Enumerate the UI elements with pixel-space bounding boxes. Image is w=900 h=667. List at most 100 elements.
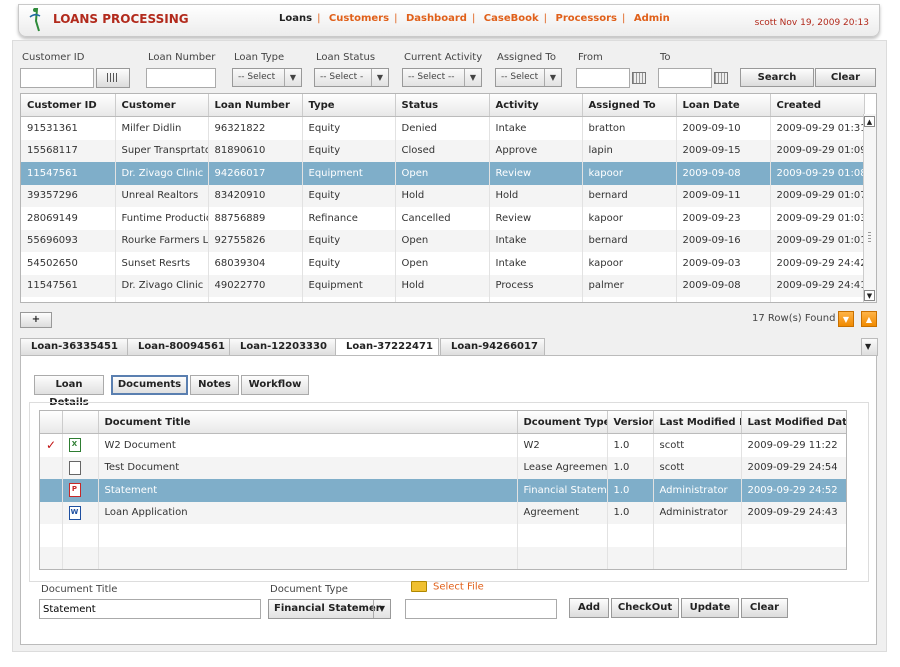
checkmark-cell[interactable] bbox=[40, 479, 63, 502]
app-title: LOANS PROCESSING bbox=[53, 12, 189, 26]
clear-document-button[interactable]: Clear bbox=[741, 598, 788, 618]
prev-page-up-icon[interactable]: ▲ bbox=[861, 311, 877, 327]
table-cell: Intake bbox=[489, 252, 583, 275]
table-row[interactable]: 15568117 Super Transprtator 81890610 Equity… bbox=[21, 139, 865, 162]
nav-processors[interactable]: Processors bbox=[555, 13, 618, 24]
column-header[interactable]: Last Modified Date bbox=[741, 411, 846, 434]
checkmark-cell[interactable]: ✓ bbox=[40, 433, 63, 457]
document-title-input[interactable] bbox=[39, 599, 261, 619]
assigned-to-label: Assigned To bbox=[497, 52, 556, 63]
loan-status-select[interactable]: -- Select - ▼ bbox=[314, 68, 389, 87]
subtab-loan-details[interactable]: Loan Details bbox=[34, 375, 104, 408]
checkmark-cell[interactable] bbox=[40, 501, 63, 524]
table-row[interactable]: 39357296 Unreal Realtors 83420910 Equity Hol… bbox=[21, 184, 865, 207]
tab-overflow-dropdown-icon[interactable]: ▼ bbox=[861, 338, 878, 356]
scroll-grip-icon[interactable] bbox=[868, 232, 871, 244]
checkout-button[interactable]: CheckOut bbox=[611, 598, 679, 618]
current-activity-label: Current Activity bbox=[404, 52, 483, 63]
from-date-input[interactable] bbox=[576, 68, 630, 88]
column-header[interactable]: Created bbox=[770, 94, 865, 117]
column-header[interactable]: Customer ID bbox=[21, 94, 116, 117]
empty-row bbox=[40, 524, 846, 547]
column-header[interactable]: Loan Date bbox=[676, 94, 771, 117]
dropdown-arrow-icon: ▼ bbox=[464, 69, 481, 86]
table-row[interactable]: 91531361 Milfer Didlin 96321822 Equity Denie… bbox=[21, 116, 865, 140]
scroll-up-icon[interactable]: ▲ bbox=[864, 116, 875, 127]
column-header[interactable]: Assigned To bbox=[582, 94, 677, 117]
scroll-down-icon[interactable]: ▼ bbox=[864, 290, 875, 301]
customer-id-label: Customer ID bbox=[22, 52, 85, 63]
table-row[interactable]: 54502650 Sunset Resrts 68039304 Equity Open I… bbox=[21, 252, 865, 275]
table-cell: 39357296 bbox=[21, 184, 116, 207]
add-loan-button[interactable]: + bbox=[20, 312, 52, 328]
table-row[interactable]: 11547561 Dr. Zivago Clinic 94266017 Equipme… bbox=[21, 162, 865, 185]
nav-loans[interactable]: Loans bbox=[279, 13, 313, 24]
calendar-icon[interactable] bbox=[714, 72, 728, 84]
table-row[interactable]: 28069149 Funtime Productio 88756889 Refinan… bbox=[21, 207, 865, 230]
table-cell bbox=[741, 546, 846, 569]
file-icon-cell bbox=[62, 456, 99, 479]
tab-loan-80094561[interactable]: Loan-80094561 bbox=[127, 338, 230, 356]
list-icon bbox=[107, 73, 119, 82]
tab-loan-94266017[interactable]: Loan-94266017 bbox=[440, 338, 545, 356]
current-activity-select[interactable]: -- Select -- ▼ bbox=[402, 68, 482, 87]
nav-dashboard[interactable]: Dashboard bbox=[405, 13, 467, 24]
table-cell: 2009-09-08 bbox=[676, 162, 771, 185]
to-date-input[interactable] bbox=[658, 68, 712, 88]
column-header[interactable]: Version bbox=[607, 411, 654, 434]
table-cell: bratton bbox=[582, 116, 677, 140]
table-cell: 68039304 bbox=[208, 252, 303, 275]
table-cell: 2009-09-29 11:22 bbox=[741, 433, 846, 457]
subtab-workflow[interactable]: Workflow bbox=[241, 375, 309, 395]
loan-type-select[interactable]: -- Select ▼ bbox=[232, 68, 302, 87]
select-file-link[interactable]: Select File bbox=[411, 581, 484, 593]
clear-filters-button[interactable]: Clear bbox=[815, 68, 876, 87]
document-row[interactable]: W Loan Application Agreement 1.0 Administrat… bbox=[40, 501, 846, 524]
column-header[interactable]: Type bbox=[302, 94, 396, 117]
app-header: LOANS PROCESSING Loans | Customers | Dashb… bbox=[18, 4, 880, 37]
tab-loan-36335451[interactable]: Loan-36335451 bbox=[20, 338, 128, 356]
nav-customers[interactable]: Customers bbox=[328, 13, 390, 24]
calendar-icon[interactable] bbox=[632, 72, 646, 84]
assigned-to-select[interactable]: -- Select ▼ bbox=[495, 68, 562, 87]
checkmark-cell[interactable] bbox=[40, 456, 63, 479]
table-cell bbox=[741, 569, 847, 570]
loans-table-scrollbar[interactable]: ▲ ▼ bbox=[863, 114, 876, 302]
file-path-input[interactable] bbox=[405, 599, 557, 619]
table-cell: Lease Agreement bbox=[517, 456, 608, 479]
nav-casebook[interactable]: CaseBook bbox=[483, 13, 539, 24]
file-icon-cell: X bbox=[62, 433, 99, 457]
document-row[interactable]: P Statement Financial Stateme 1.0 Administra… bbox=[40, 479, 846, 502]
customer-id-input[interactable] bbox=[20, 68, 94, 88]
column-header[interactable]: Customer bbox=[115, 94, 209, 117]
column-header[interactable]: Status bbox=[395, 94, 490, 117]
column-header[interactable]: Last Modified By bbox=[653, 411, 742, 434]
table-cell: Loan Application bbox=[98, 501, 518, 524]
table-cell: bernard bbox=[582, 229, 677, 252]
column-header[interactable]: Activity bbox=[489, 94, 583, 117]
document-row[interactable]: ✓ X W2 Document W2 1.0 scott 2009-09-29 11:22 bbox=[40, 433, 846, 457]
table-row[interactable]: 15011388Tesla Manfacturing37222471TermNe… bbox=[21, 297, 865, 302]
search-button[interactable]: Search bbox=[740, 68, 814, 87]
next-page-down-icon[interactable]: ▼ bbox=[838, 311, 854, 327]
add-document-button[interactable]: Add bbox=[569, 598, 609, 618]
table-cell: 55696093 bbox=[21, 229, 116, 252]
checkmark-icon: ✓ bbox=[46, 438, 57, 453]
document-type-select[interactable]: Financial Statemer ▼ bbox=[268, 599, 391, 619]
customer-lookup-button[interactable] bbox=[96, 68, 130, 88]
column-header[interactable]: Dcoument Type bbox=[517, 411, 608, 434]
table-cell: Sunset Resrts bbox=[115, 252, 209, 275]
loan-number-input[interactable] bbox=[146, 68, 216, 88]
column-header[interactable]: Loan Number bbox=[208, 94, 303, 117]
tab-loan-12203330[interactable]: Loan-12203330 bbox=[229, 338, 336, 356]
nav-admin[interactable]: Admin bbox=[633, 13, 670, 24]
table-row[interactable]: 11547561 Dr. Zivago Clinic 49022770 Equipme… bbox=[21, 274, 865, 297]
document-row[interactable]: Test Document Lease Agreement 1.0 scott 2009… bbox=[40, 456, 846, 479]
update-button[interactable]: Update bbox=[681, 598, 739, 618]
table-cell: Administrator bbox=[653, 501, 742, 524]
table-cell: 1.0 bbox=[607, 479, 654, 502]
subtab-documents[interactable]: Documents bbox=[111, 375, 188, 395]
column-header[interactable]: Document Title bbox=[98, 411, 518, 434]
subtab-notes[interactable]: Notes bbox=[190, 375, 239, 395]
